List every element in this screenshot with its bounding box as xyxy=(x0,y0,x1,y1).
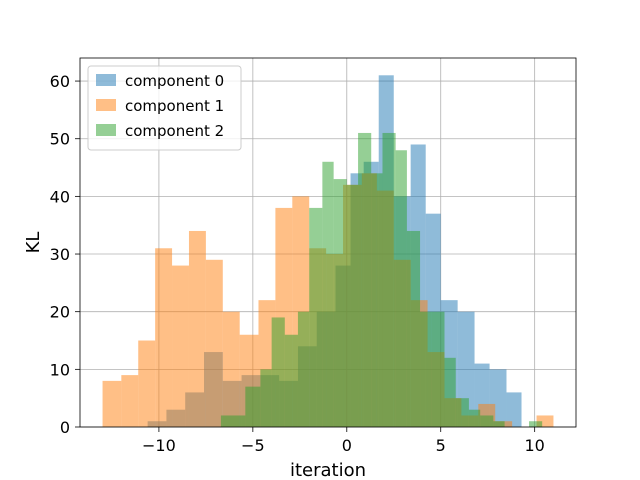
histogram-bar-component-2 xyxy=(493,421,505,427)
histogram-bar-component-2 xyxy=(220,415,246,427)
histogram-bar-component-2 xyxy=(358,132,372,427)
histogram-bar-component-1 xyxy=(138,340,156,427)
x-tick-label: 0 xyxy=(342,436,352,455)
histogram-bar-component-2 xyxy=(420,311,432,427)
histogram-bar-component-2 xyxy=(284,334,298,427)
legend-label: component 2 xyxy=(125,122,224,140)
y-axis-label: KL xyxy=(23,232,44,254)
histogram-bar-component-1 xyxy=(205,259,223,427)
axes-border xyxy=(79,57,577,428)
histogram-bar-component-2 xyxy=(468,409,481,427)
histogram-bar-component-0 xyxy=(506,392,522,427)
x-axis-label: iteration xyxy=(290,460,366,480)
histogram-bar-component-2 xyxy=(444,357,456,427)
histogram-bar-component-2 xyxy=(529,421,543,427)
x-tick-label: 5 xyxy=(436,436,446,455)
axes-frame xyxy=(79,57,577,428)
y-tick-label: 40 xyxy=(50,187,70,206)
histogram-bar-component-2 xyxy=(245,386,261,427)
histogram-bar-component-2 xyxy=(406,230,421,427)
histogram-bar-component-2 xyxy=(395,150,407,427)
histogram-bar-component-2 xyxy=(382,132,396,427)
x-tick-label: −5 xyxy=(241,436,265,455)
y-axis-ticks: 0 10 20 30 40 50 60 xyxy=(50,72,80,437)
legend-swatch xyxy=(96,74,116,86)
histogram-bar-component-1 xyxy=(102,380,122,427)
histogram-bar-component-2 xyxy=(322,161,334,427)
histogram-bar-component-1 xyxy=(222,311,240,427)
histogram-bar-component-1 xyxy=(172,265,189,427)
histogram-bar-component-2 xyxy=(371,173,383,427)
histogram-bar-component-2 xyxy=(297,311,310,427)
histogram-bar-component-2 xyxy=(480,415,494,427)
histogram-bar-component-2 xyxy=(333,179,347,427)
y-tick-label: 10 xyxy=(50,360,70,379)
x-tick-label: 10 xyxy=(524,436,544,455)
histogram-bar-component-2 xyxy=(271,317,285,427)
legend-box xyxy=(87,65,242,151)
histogram-bar-component-1 xyxy=(536,415,554,427)
legend-label: component 0 xyxy=(125,72,224,90)
x-tick-label: −10 xyxy=(142,436,176,455)
y-tick-label: 20 xyxy=(50,303,70,322)
histogram-bar-component-1 xyxy=(188,230,206,427)
histogram-bars xyxy=(102,75,554,427)
legend: component 0 component 1 component 2 xyxy=(87,65,242,151)
histogram-bar-component-2 xyxy=(309,207,323,427)
histogram-bar-component-1 xyxy=(121,375,139,427)
histogram-bar-component-2 xyxy=(346,184,359,427)
y-tick-label: 0 xyxy=(60,418,70,437)
histogram-bar-component-2 xyxy=(455,398,469,427)
y-tick-label: 60 xyxy=(50,72,70,91)
legend-swatch xyxy=(96,124,116,136)
legend-label: component 1 xyxy=(125,97,224,115)
histogram-bar-component-2 xyxy=(431,311,445,427)
histogram-bar-component-2 xyxy=(260,369,272,427)
legend-swatch xyxy=(96,99,116,111)
y-tick-label: 50 xyxy=(50,130,70,149)
x-axis-ticks: −10 −5 0 5 10 xyxy=(142,427,545,455)
y-tick-label: 30 xyxy=(50,245,70,264)
histogram-bar-component-1 xyxy=(155,248,173,427)
